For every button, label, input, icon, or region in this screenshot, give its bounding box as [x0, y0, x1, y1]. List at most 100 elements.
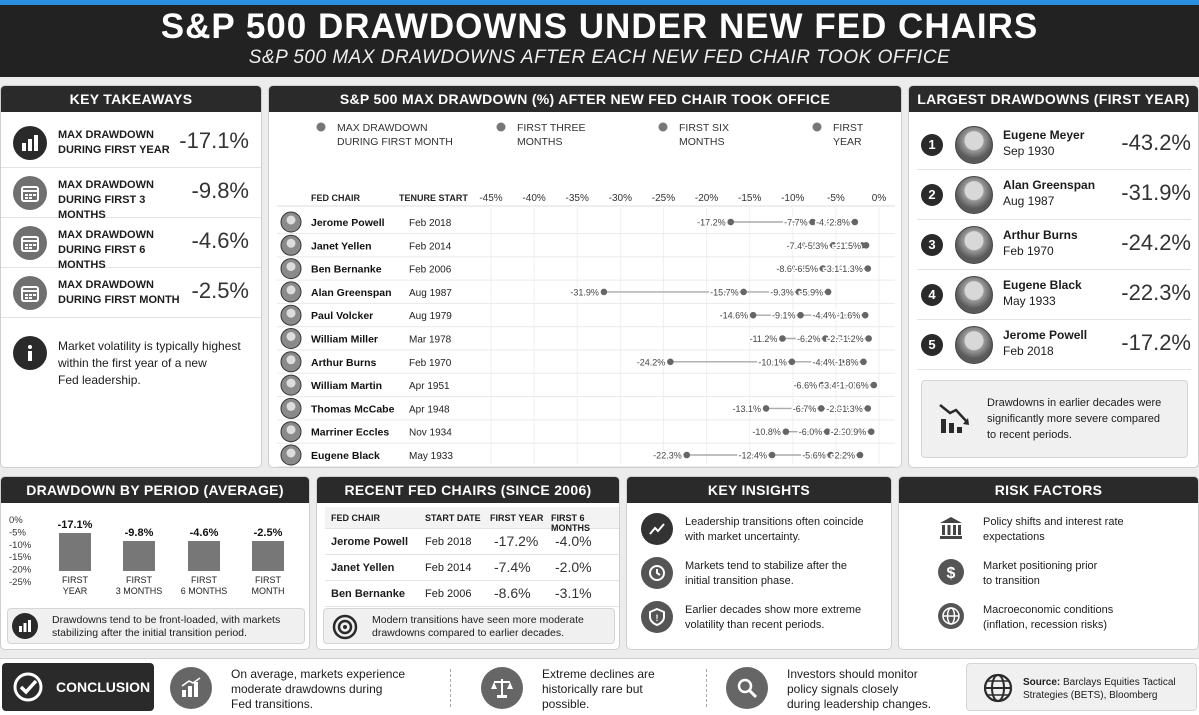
- data-point: [864, 405, 872, 412]
- rank-row: 1 Eugene Meyer Sep 1930 -43.2%: [917, 120, 1191, 170]
- column-header-tenure: TENURE START: [399, 193, 468, 203]
- conclusion-text: Extreme declines are historically rare bu…: [542, 667, 655, 712]
- data-label: -2.2%: [832, 451, 856, 461]
- y-tick-label: -5%: [9, 527, 26, 538]
- data-point: [848, 265, 856, 272]
- data-label: -6.7%: [793, 404, 817, 414]
- data-point: [819, 265, 827, 272]
- chair-name: Paul Volcker: [311, 310, 373, 322]
- bar-value-label: -9.8%: [125, 527, 154, 539]
- rank-row: 4 Eugene Black May 1933 -22.3%: [917, 270, 1191, 320]
- risk-line: (inflation, recession risks): [983, 619, 1108, 631]
- table-cell: Feb 2014: [425, 562, 472, 574]
- rank-number: 2: [921, 184, 943, 206]
- rank-name: Arthur Burns: [1003, 228, 1078, 242]
- table-cell: Jerome Powell: [331, 536, 409, 548]
- legend-marker: [658, 122, 668, 132]
- magnifier-icon: [726, 667, 768, 709]
- takeaway-label-line: DURING FIRST 3 MONTHS: [58, 194, 146, 221]
- tenure-start: Aug 1987: [409, 288, 452, 299]
- y-tick-label: -25%: [9, 577, 32, 588]
- source-line: Barclays Equities Tactical: [1063, 677, 1176, 688]
- source-text: Source: Barclays Equities Tactical Strat…: [1023, 676, 1176, 702]
- insight-line: initial transition phase.: [685, 575, 794, 587]
- data-label: -10.8%: [752, 427, 781, 437]
- bar-category-label: FIRST: [191, 575, 218, 585]
- portrait-face: [286, 308, 296, 318]
- takeaway-label-line: MAX DRAWDOWN: [58, 279, 154, 291]
- data-label: -2.3%: [831, 427, 855, 437]
- rank-name: Alan Greenspan: [1003, 178, 1096, 192]
- bar-chart-icon: [13, 126, 47, 160]
- data-label: -9.1%: [772, 311, 796, 321]
- recent-note-box: Modern transitions have seen more modera…: [323, 608, 615, 644]
- takeaway-label-line: MAX DRAWDOWN: [58, 179, 154, 191]
- divider: [450, 669, 451, 707]
- insight-row: Markets tend to stabilize after the initi…: [635, 553, 885, 597]
- data-label: -6.2%: [797, 334, 821, 344]
- data-point: [768, 451, 776, 459]
- svg-text:$: $: [947, 565, 956, 582]
- data-label: -2.0%: [833, 241, 857, 251]
- data-point: [779, 335, 786, 342]
- data-label: -3.4%: [821, 381, 845, 391]
- data-point: [817, 405, 825, 412]
- portrait-icon: [955, 326, 993, 364]
- data-point: [870, 381, 878, 389]
- data-point: [851, 405, 859, 412]
- data-label: -1.5%: [838, 241, 862, 251]
- portrait-face: [286, 285, 296, 295]
- data-point: [862, 242, 870, 249]
- tenure-start: Apr 1951: [409, 381, 450, 392]
- rank-number: 5: [921, 334, 943, 356]
- risk-line: Macroeconomic conditions: [983, 604, 1114, 616]
- main-chart-panel: S&P 500 MAX DRAWDOWN (%) AFTER NEW FED C…: [268, 85, 902, 468]
- tenure-start: May 1933: [409, 451, 453, 462]
- data-label: -7.4%: [787, 241, 811, 251]
- bar-chart-icon: [12, 613, 38, 639]
- largest-drawdowns-panel: LARGEST DRAWDOWNS (FIRST YEAR) 1 Eugene M…: [908, 85, 1199, 468]
- legend-label: FIRST SIX: [679, 122, 729, 134]
- rank-number: 3: [921, 234, 943, 256]
- takeaway-row: MAX DRAWDOWN DURING FIRST YEAR -17.1%: [1, 118, 261, 168]
- risk-row: $ Market positioning prior to transition: [907, 553, 1192, 597]
- y-tick-label: -20%: [9, 565, 32, 576]
- conclusion-line: possible.: [542, 697, 590, 711]
- conclusion-line: Fed transitions.: [231, 697, 314, 711]
- x-tick-label: -35%: [566, 193, 589, 204]
- clock-history-icon: [641, 557, 673, 589]
- bar-category-label: FIRST: [126, 575, 153, 585]
- rank-date: Feb 2018: [1003, 344, 1054, 358]
- calendar-icon: [13, 176, 47, 210]
- conclusion-line: during leadership changes.: [787, 697, 932, 711]
- data-label: -6.0%: [799, 427, 823, 437]
- conclusion-line: policy signals closely: [787, 682, 899, 696]
- risk-row: Policy shifts and interest rate expectati…: [907, 509, 1192, 553]
- bar-value-label: -2.5%: [254, 527, 283, 539]
- data-point: [855, 428, 863, 436]
- takeaway-note: Market volatility is typically highest w…: [58, 338, 241, 389]
- takeaway-label-line: MAX DRAWDOWN: [58, 129, 154, 141]
- takeaway-label: MAX DRAWDOWN DURING FIRST 3 MONTHS: [58, 178, 188, 223]
- data-point: [824, 288, 832, 296]
- tenure-start: Feb 2006: [409, 265, 452, 276]
- rank-value: -43.2%: [1121, 130, 1191, 155]
- by-period-note: Drawdowns tend to be front-loaded, with …: [52, 614, 280, 640]
- declining-chart-icon: [939, 404, 969, 433]
- conclusion-line: historically rare but: [542, 682, 643, 696]
- dollar-icon: $: [935, 556, 967, 588]
- legend-label: YEAR: [833, 136, 862, 148]
- data-label: -8.6%: [776, 264, 800, 274]
- data-label: -7.7%: [784, 218, 808, 228]
- data-point: [864, 265, 872, 272]
- bar-category-label: FIRST: [62, 575, 89, 585]
- bar-category-label: 3 MONTHS: [116, 586, 163, 595]
- data-label: -1.3%: [839, 264, 863, 274]
- chair-name: Ben Bernanke: [311, 264, 382, 276]
- rank-name: Jerome Powell: [1003, 328, 1088, 342]
- takeaway-label: MAX DRAWDOWN DURING FIRST MONTH: [58, 278, 188, 308]
- legend-label: MAX DRAWDOWN: [337, 122, 428, 134]
- target-icon: [332, 614, 358, 640]
- table-header-cell: FIRST YEAR: [490, 513, 544, 523]
- period-bar: [188, 541, 220, 571]
